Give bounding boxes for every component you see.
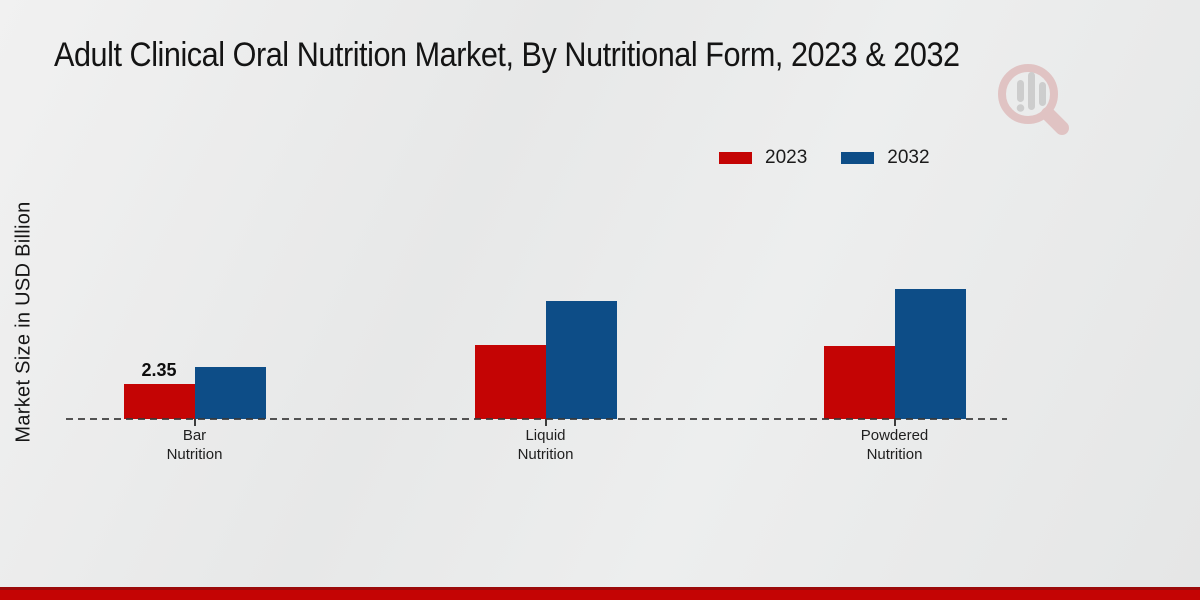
footer-stripe xyxy=(0,587,1200,600)
bar-2023-liquid-nutrition xyxy=(474,344,546,419)
legend-item-2032: 2032 xyxy=(841,147,930,169)
legend-swatch-2032 xyxy=(841,152,875,164)
bar-2032-bar-nutrition xyxy=(194,366,266,419)
x-axis-baseline xyxy=(66,418,1007,420)
x-axis-tick-bar-nutrition xyxy=(193,419,196,426)
bar-2032-liquid-nutrition xyxy=(545,301,617,419)
legend-label-2023: 2023 xyxy=(765,147,808,168)
x-axis-label-bar-nutrition: Bar Nutrition xyxy=(166,427,223,463)
x-axis-label-powdered-nutrition: Powdered Nutrition xyxy=(860,427,929,463)
bar-2023-bar-nutrition xyxy=(123,383,195,419)
bar-value-label-2023-bar-nutrition: 2.35 xyxy=(141,359,177,380)
bar-2032-powdered-nutrition xyxy=(894,289,966,419)
magnifier-bar-chart-logo-icon xyxy=(998,64,1069,135)
legend-item-2023: 2023 xyxy=(719,147,807,169)
x-axis-tick-liquid-nutrition xyxy=(544,419,547,426)
bar-2023-powdered-nutrition xyxy=(823,346,895,419)
legend-swatch-2023 xyxy=(719,152,752,164)
x-axis-label-liquid-nutrition: Liquid Nutrition xyxy=(517,427,574,463)
y-axis-title: Market Size in USD Billion xyxy=(12,201,35,443)
legend: 2023 2032 xyxy=(719,147,930,169)
chart-title: Adult Clinical Oral Nutrition Market, By… xyxy=(54,36,960,74)
legend-label-2032: 2032 xyxy=(887,147,930,168)
x-axis-tick-powdered-nutrition xyxy=(893,419,896,426)
